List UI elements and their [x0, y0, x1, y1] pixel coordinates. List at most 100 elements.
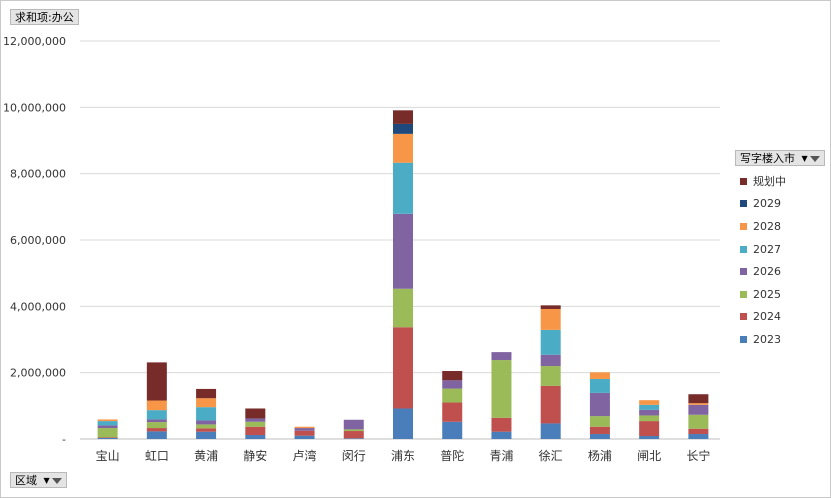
bar-segment[interactable]	[245, 421, 266, 427]
legend-item[interactable]: 规划中	[740, 170, 786, 193]
bar-segment[interactable]	[442, 380, 463, 389]
bar-segment[interactable]	[196, 428, 217, 432]
bar-segment[interactable]	[343, 419, 364, 430]
bar-segment[interactable]	[393, 123, 413, 134]
bar-segment[interactable]	[245, 435, 266, 439]
x-tick-label: 长宁	[686, 448, 710, 463]
bar-segment[interactable]	[688, 403, 709, 405]
bar-segment[interactable]	[97, 419, 118, 422]
bar-segment[interactable]	[146, 422, 167, 429]
bar-segment[interactable]	[245, 408, 266, 419]
bar-segment[interactable]	[294, 428, 315, 431]
bar-segment[interactable]	[146, 428, 167, 432]
bar-segment[interactable]	[540, 423, 561, 439]
legend-swatch	[740, 290, 747, 298]
bar-segment[interactable]	[97, 437, 118, 439]
bar-segment[interactable]	[245, 426, 266, 436]
bar-segment[interactable]	[540, 308, 561, 330]
bar-segment[interactable]	[393, 110, 413, 124]
legend-item[interactable]: 2025	[740, 283, 786, 306]
bar-segment[interactable]	[639, 415, 660, 422]
bar-segment[interactable]	[146, 400, 167, 411]
bar-segment[interactable]	[196, 388, 217, 399]
bar-segment[interactable]	[146, 419, 167, 423]
bar-segment[interactable]	[442, 371, 463, 381]
bar-segment[interactable]	[196, 398, 217, 408]
legend-item[interactable]: 2027	[740, 238, 786, 261]
dropdown-arrow-icon: ▼	[801, 154, 808, 163]
value-field-button[interactable]: 求和项:办公	[10, 9, 79, 25]
legend-swatch	[740, 245, 747, 253]
bar-segment[interactable]	[589, 434, 610, 439]
legend-label: 2028	[753, 219, 781, 233]
bar-segment[interactable]	[393, 162, 413, 214]
bar-segment[interactable]	[589, 392, 610, 417]
bar-segment[interactable]	[639, 404, 660, 410]
bar-segment[interactable]	[97, 425, 118, 429]
bar-segment[interactable]	[540, 385, 561, 424]
bar-segment[interactable]	[589, 426, 610, 435]
bar-segment[interactable]	[146, 431, 167, 439]
bar-segment[interactable]	[393, 133, 413, 163]
bar-segment[interactable]	[343, 438, 364, 439]
bar-segment[interactable]	[146, 362, 167, 401]
legend-item[interactable]: 2024	[740, 306, 786, 329]
y-tick-label: 12,000,000	[3, 35, 66, 48]
bar-segment[interactable]	[639, 436, 660, 439]
bar-segment[interactable]	[442, 388, 463, 403]
bar-segment[interactable]	[540, 329, 561, 355]
bar-segment[interactable]	[540, 366, 561, 386]
bar-segment[interactable]	[393, 408, 413, 439]
legend-swatch	[740, 177, 747, 185]
bar-segment[interactable]	[639, 409, 660, 416]
bar-segment[interactable]	[688, 394, 709, 404]
bar-segment[interactable]	[294, 430, 315, 436]
bar-segment[interactable]	[146, 410, 167, 420]
bar-segment[interactable]	[343, 431, 364, 439]
bar-segment[interactable]	[639, 421, 660, 437]
bar-segment[interactable]	[196, 424, 217, 429]
bar-segment[interactable]	[589, 416, 610, 427]
axis-field-button[interactable]: 区域 ▼	[10, 472, 67, 488]
bar-segment[interactable]	[196, 407, 217, 421]
filter-icon	[809, 156, 820, 162]
bar-segment[interactable]	[294, 435, 315, 439]
bar-segment[interactable]	[294, 426, 315, 429]
bar-segment[interactable]	[97, 428, 118, 438]
bar-segment[interactable]	[540, 305, 561, 309]
bar-segment[interactable]	[688, 428, 709, 435]
bar-segment[interactable]	[97, 438, 118, 439]
bar-segment[interactable]	[97, 421, 118, 426]
bar-segment[interactable]	[491, 417, 512, 432]
legend-item[interactable]: 2023	[740, 328, 786, 351]
x-tick-label: 普陀	[440, 448, 464, 463]
legend-item[interactable]: 2026	[740, 260, 786, 283]
bar-segment[interactable]	[343, 429, 364, 432]
bar-segment[interactable]	[491, 431, 512, 439]
series-field-button[interactable]: 写字楼入市 ▼	[735, 150, 825, 166]
bar-segment[interactable]	[196, 420, 217, 425]
legend-label: 2025	[753, 287, 781, 301]
bar-segment[interactable]	[442, 421, 463, 439]
legend-item[interactable]: 2028	[740, 215, 786, 238]
x-tick-label: 徐汇	[539, 448, 563, 463]
bar-segment[interactable]	[589, 372, 610, 379]
bar-segment[interactable]	[196, 431, 217, 439]
bar-segment[interactable]	[442, 402, 463, 422]
axis-field-label: 区域	[15, 474, 37, 487]
bar-segment[interactable]	[393, 213, 413, 289]
bar-segment[interactable]	[393, 288, 413, 328]
bar-segment[interactable]	[540, 354, 561, 367]
bar-segment[interactable]	[491, 352, 512, 361]
bar-segment[interactable]	[688, 404, 709, 415]
bar-segment[interactable]	[491, 360, 512, 418]
bar-segment[interactable]	[688, 414, 709, 429]
bar-segment[interactable]	[639, 400, 660, 405]
x-tick-label: 闸北	[637, 449, 661, 463]
bar-segment[interactable]	[688, 434, 709, 439]
bar-segment[interactable]	[245, 418, 266, 422]
bar-segment[interactable]	[589, 378, 610, 393]
bar-segment[interactable]	[393, 327, 413, 409]
legend-item[interactable]: 2029	[740, 193, 786, 216]
